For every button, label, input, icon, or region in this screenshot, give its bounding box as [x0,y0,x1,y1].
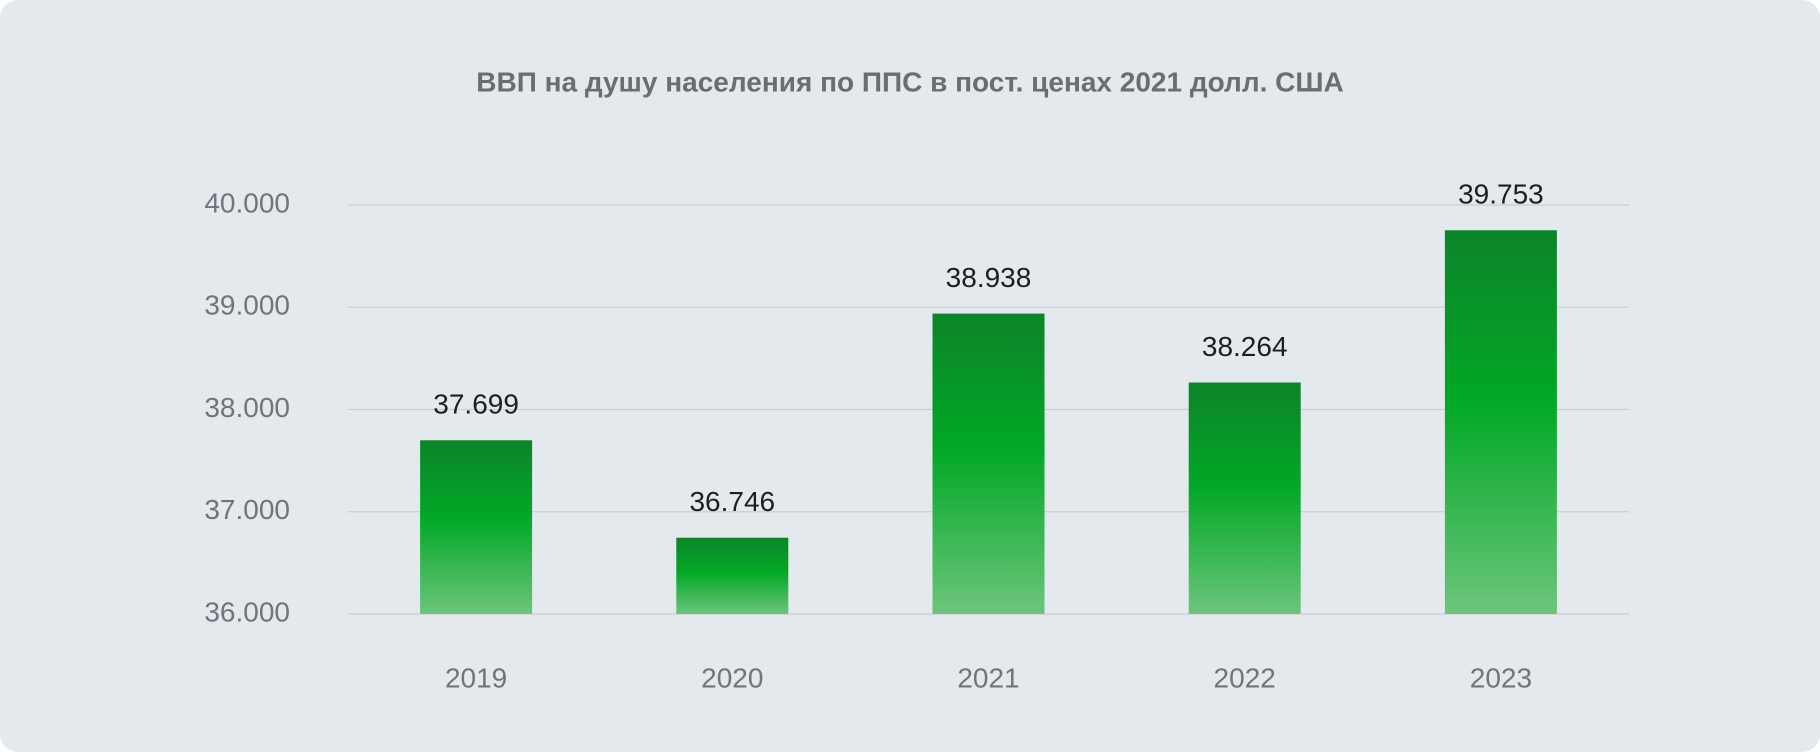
x-tick-label: 2023 [1470,662,1532,693]
y-tick-label: 39.000 [204,290,290,321]
bar [1188,382,1301,614]
chart-title: ВВП на душу населения по ППС в пост. цен… [476,66,1344,97]
x-tick-label: 2020 [701,662,763,693]
value-label: 39.753 [1458,179,1544,210]
y-tick-label: 37.000 [204,494,290,525]
bar [932,313,1045,614]
x-tick-label: 2021 [957,662,1019,693]
y-tick-label: 40.000 [204,187,290,218]
y-tick-label: 36.000 [204,596,290,627]
x-tick-label: 2019 [445,662,507,693]
bar [420,440,533,614]
x-tick-label: 2022 [1214,662,1276,693]
bar [676,537,789,614]
y-tick-label: 38.000 [204,392,290,423]
value-label: 38.938 [946,262,1032,293]
value-label: 37.699 [433,389,519,420]
value-label: 36.746 [689,486,775,517]
bar [1444,230,1557,615]
value-label: 38.264 [1202,331,1288,362]
